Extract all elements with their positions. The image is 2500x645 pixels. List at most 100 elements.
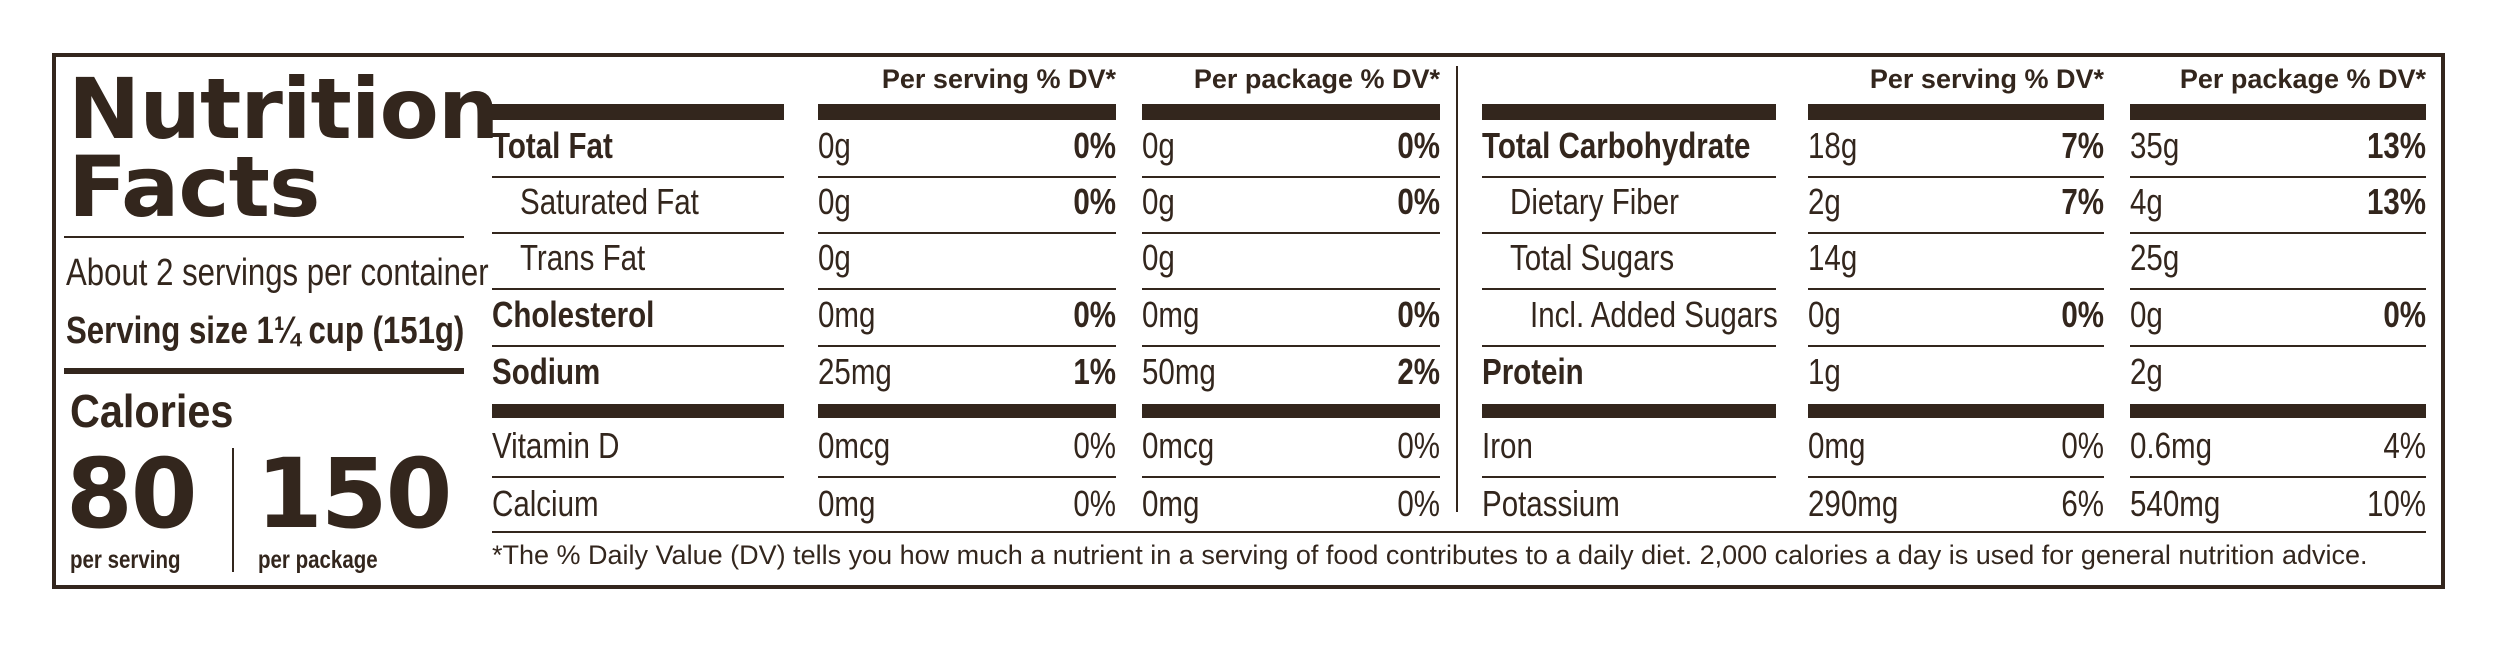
- footnote-rule: [492, 531, 2426, 533]
- right-amount: 18g: [1808, 124, 1868, 168]
- right-nutrient-name: Incl. Added Sugars: [1530, 293, 1832, 337]
- amount-text: 2g: [2130, 351, 2163, 392]
- left-row-rule: [1142, 345, 1440, 347]
- amount-text: 0mcg: [1142, 425, 1215, 466]
- right-percent-dv: 10%: [2130, 482, 2426, 526]
- amount-text: 0mg: [1808, 425, 1866, 466]
- calories-divider: [232, 448, 234, 572]
- amount-text: 0g: [818, 181, 851, 222]
- left-percent-dv: 0%: [818, 293, 1116, 337]
- left-percent-dv: 0%: [1142, 180, 1440, 224]
- left-row-rule: [492, 345, 784, 347]
- right-percent-dv: 7%: [1808, 180, 2104, 224]
- nutrient-name-text: Potassium: [1482, 483, 1620, 524]
- left-row-rule: [492, 476, 784, 478]
- right-row-rule: [1482, 176, 1776, 178]
- left-percent-dv: 2%: [1142, 350, 1440, 394]
- title-line-1: Nutrition: [68, 60, 500, 158]
- serving-size: Serving size 1¼ cup (151g): [66, 310, 465, 352]
- left-nutrient-name: Vitamin D: [492, 424, 647, 468]
- right-row-rule: [2130, 345, 2426, 347]
- amount-text: 0mg: [818, 294, 876, 335]
- amount-text: 0g: [818, 237, 851, 278]
- title-line-2: Facts: [68, 138, 320, 236]
- nutrition-facts-panel: [52, 53, 2445, 589]
- left-percent-dv: 0%: [818, 124, 1116, 168]
- percent-text: 13%: [2366, 125, 2426, 166]
- amount-text: 0mg: [1142, 294, 1200, 335]
- nutrient-name-text: Incl. Added Sugars: [1530, 294, 1778, 335]
- calories-per-package: 150: [256, 438, 452, 550]
- right-percent-dv: 4%: [2130, 424, 2426, 468]
- percent-text: 0%: [1073, 181, 1116, 222]
- right-nutrient-name: Potassium: [1482, 482, 1650, 526]
- left-amount: 0mg: [818, 482, 888, 526]
- left-row-rule: [492, 232, 784, 234]
- right-row-rule: [1808, 345, 2104, 347]
- right-row-rule: [2130, 476, 2426, 478]
- left-row-rule: [1142, 476, 1440, 478]
- nutrient-name-text: Trans Fat: [520, 237, 646, 278]
- nutrient-name-text: Calcium: [492, 483, 599, 524]
- percent-text: 7%: [2061, 125, 2104, 166]
- header-left-per-package: Per package % DV*: [1193, 64, 1440, 94]
- left-percent-dv: 0%: [818, 424, 1116, 468]
- right-amount: 0mg: [1808, 424, 1878, 468]
- right-percent-dv: 7%: [1808, 124, 2104, 168]
- right-nutrient-name: Dietary Fiber: [1510, 180, 1716, 224]
- header-right-per-serving: Per serving % DV*: [1869, 64, 2104, 94]
- left-top-bar: [492, 104, 784, 120]
- left-percent-dv: 0%: [1142, 424, 1440, 468]
- left-section-bar: [492, 404, 784, 418]
- nutrient-name-text: Total Sugars: [1510, 237, 1675, 278]
- left-amount: 0mg: [1142, 293, 1212, 337]
- amount-text: 14g: [1808, 237, 1858, 278]
- per-serving-label: per serving: [70, 546, 181, 574]
- left-percent-dv: 1%: [818, 350, 1116, 394]
- amount-text: 4g: [2130, 181, 2163, 222]
- left-amount: 0g: [1142, 236, 1182, 280]
- amount-text: 0g: [1142, 181, 1175, 222]
- servings-per-container: About 2 servings per container: [66, 252, 489, 294]
- right-percent-dv: 13%: [2130, 124, 2426, 168]
- nutrient-name-text: Total Fat: [492, 125, 613, 166]
- nutrient-name-text: Saturated Fat: [520, 181, 699, 222]
- left-nutrient-name: Saturated Fat: [520, 180, 738, 224]
- left-amount: 0g: [1142, 124, 1182, 168]
- right-top-bar: [1808, 104, 2104, 120]
- left-amount: 0g: [1142, 180, 1182, 224]
- left-row-rule: [818, 476, 1116, 478]
- left-amount: 50mg: [1142, 350, 1232, 394]
- amount-text: 18g: [1808, 125, 1858, 166]
- right-amount: 25g: [2130, 236, 2190, 280]
- right-amount: 2g: [2130, 350, 2170, 394]
- percent-text: 4%: [2383, 425, 2426, 466]
- right-row-rule: [1482, 476, 1776, 478]
- amount-text: 1g: [1808, 351, 1841, 392]
- percent-text: 0%: [1073, 425, 1116, 466]
- left-amount: 0mg: [1142, 482, 1212, 526]
- right-row-rule: [1482, 345, 1776, 347]
- right-nutrient-name: Total Sugars: [1510, 236, 1710, 280]
- right-section-bar: [1808, 404, 2104, 418]
- right-amount: 0g: [1808, 293, 1848, 337]
- percent-text: 0%: [1397, 181, 1440, 222]
- nutrient-name-text: Vitamin D: [492, 425, 620, 466]
- left-row-rule: [492, 288, 784, 290]
- left-amount: 0g: [818, 236, 858, 280]
- right-row-rule: [1482, 232, 1776, 234]
- left-row-rule: [818, 288, 1116, 290]
- left-nutrient-name: Trans Fat: [520, 236, 673, 280]
- right-amount: 2g: [1808, 180, 1848, 224]
- right-nutrient-name: Protein: [1482, 350, 1606, 394]
- amount-text: 0mg: [1142, 483, 1200, 524]
- per-package-label: per package: [258, 546, 378, 574]
- left-row-rule: [492, 176, 784, 178]
- right-nutrient-name: Total Carbohydrate: [1482, 124, 1809, 168]
- percent-text: 0%: [1073, 125, 1116, 166]
- amount-text: 35g: [2130, 125, 2180, 166]
- percent-text: 0%: [2061, 294, 2104, 335]
- percent-text: 0%: [1073, 294, 1116, 335]
- left-percent-dv: 0%: [1142, 124, 1440, 168]
- nutrient-name-text: Cholesterol: [492, 294, 655, 335]
